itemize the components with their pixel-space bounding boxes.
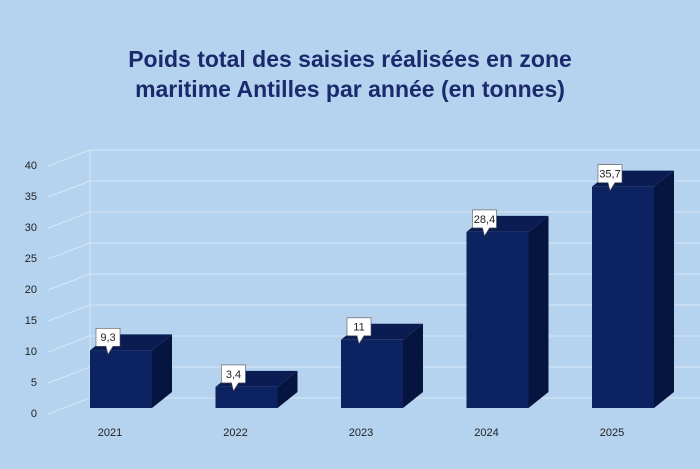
grid-line (47, 149, 91, 167)
bar-side (654, 170, 674, 408)
bar-side (403, 323, 423, 408)
value-label: 11 (353, 322, 364, 334)
x-tick-label: 2025 (600, 427, 624, 439)
bar-side (277, 370, 298, 408)
y-tick-label: 0 (31, 408, 37, 420)
grid-line (47, 335, 91, 353)
y-tick-label: 10 (25, 346, 37, 358)
value-label: 9,3 (100, 332, 115, 344)
bar (592, 186, 654, 408)
value-label-box (597, 164, 623, 192)
grid-line (47, 304, 91, 322)
value-label: 28,4 (474, 214, 495, 226)
value-label-box (472, 209, 497, 237)
x-tick-label: 2021 (98, 427, 122, 439)
value-label: 35,7 (599, 169, 620, 181)
y-tick-label: 5 (31, 377, 37, 389)
grid-line (47, 366, 91, 384)
bar (90, 350, 152, 408)
grid-line (47, 242, 91, 260)
grid-line (47, 397, 91, 415)
bar (215, 386, 278, 408)
grid-line (47, 180, 91, 198)
value-label-box (346, 317, 372, 345)
bar (466, 231, 529, 408)
y-tick-label: 40 (25, 160, 37, 172)
value-label-box (95, 328, 121, 356)
y-tick-label: 15 (25, 315, 37, 327)
bar-side (152, 334, 172, 408)
bar (341, 339, 403, 408)
y-tick-label: 20 (25, 284, 37, 296)
bar-side (528, 215, 549, 408)
x-tick-label: 2024 (474, 427, 498, 439)
chart-title: Poids total des saisies réalisées en zon… (128, 46, 572, 102)
grid-line (47, 211, 91, 229)
x-tick-label: 2023 (349, 427, 373, 439)
y-tick-label: 25 (25, 253, 37, 265)
grid-line (47, 273, 91, 291)
y-tick-label: 30 (25, 222, 37, 234)
value-label: 3,4 (226, 369, 241, 381)
y-tick-label: 35 (25, 191, 37, 203)
x-tick-label: 2022 (223, 427, 247, 439)
value-label-box (221, 364, 246, 392)
